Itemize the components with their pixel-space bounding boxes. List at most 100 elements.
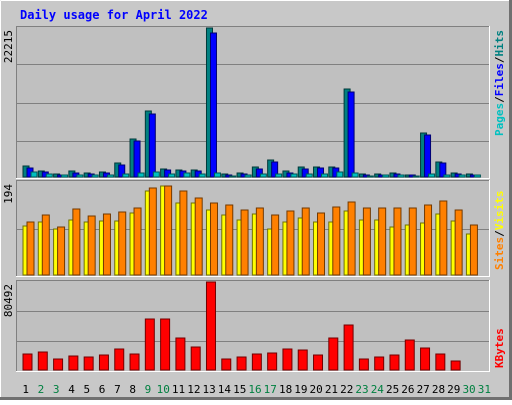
- day-label-9: 9: [145, 383, 152, 396]
- bar-sites-day-30: [469, 224, 478, 276]
- panel-bottom: 80492 KBytes: [2, 280, 506, 372]
- plot-area-top: [16, 26, 490, 179]
- bar-pages-day-3: [61, 174, 69, 178]
- day-label-27: 27: [417, 383, 430, 396]
- bar-pages-day-24: [382, 174, 390, 178]
- day-label-18: 18: [279, 383, 292, 396]
- max-value-label-bottom: 80492: [2, 284, 15, 317]
- chart-panels: 22215Pages/Files/Hits194Sites/Visits8049…: [2, 26, 506, 372]
- day-label-12: 12: [187, 383, 200, 396]
- bar-pages-day-1: [30, 171, 38, 178]
- bar-sites-day-19: [301, 207, 310, 276]
- bar-kbytes-day-20: [313, 354, 324, 371]
- bar-kbytes-day-12: [190, 346, 201, 371]
- bar-files-day-27: [424, 134, 432, 178]
- bar-kbytes-day-23: [358, 358, 369, 371]
- bar-kbytes-day-22: [343, 324, 354, 371]
- bar-pages-day-15: [244, 174, 252, 178]
- legend-entry: Visits: [493, 191, 506, 231]
- day-label-25: 25: [386, 383, 399, 396]
- legend-entry: /: [493, 96, 506, 103]
- day-label-2: 2: [38, 383, 45, 396]
- legend-entry: /: [493, 56, 506, 63]
- day-label-20: 20: [310, 383, 323, 396]
- bar-sites-day-6: [102, 213, 111, 276]
- bar-sites-day-28: [439, 200, 448, 276]
- bar-pages-day-8: [137, 172, 145, 178]
- day-label-31: 31: [478, 383, 491, 396]
- bar-pages-day-10: [168, 173, 176, 178]
- day-label-28: 28: [432, 383, 445, 396]
- bar-pages-day-18: [290, 173, 298, 178]
- bar-kbytes-day-1: [22, 353, 33, 371]
- bar-pages-day-16: [259, 173, 267, 178]
- bar-kbytes-day-9: [144, 318, 155, 371]
- bar-kbytes-day-6: [98, 354, 109, 371]
- legend-entry: KBytes: [493, 328, 506, 368]
- day-label-15: 15: [233, 383, 246, 396]
- panel-middle: 194 Sites/Visits: [2, 180, 506, 277]
- bar-kbytes-day-18: [282, 348, 293, 371]
- bar-files-day-7: [118, 164, 126, 178]
- bar-sites-day-17: [271, 214, 280, 276]
- bar-sites-day-24: [378, 207, 387, 276]
- bar-kbytes-day-28: [435, 353, 446, 371]
- bar-kbytes-day-3: [53, 358, 64, 371]
- bar-sites-day-10: [164, 185, 173, 276]
- bar-sites-day-27: [424, 204, 433, 276]
- bar-pages-day-9: [152, 171, 160, 178]
- bar-pages-day-20: [321, 173, 329, 178]
- day-label-8: 8: [129, 383, 136, 396]
- bar-kbytes-day-24: [374, 356, 385, 371]
- bar-pages-day-5: [91, 174, 99, 178]
- legend-entry: Pages: [493, 103, 506, 136]
- bar-sites-day-20: [317, 212, 326, 276]
- bar-files-day-8: [133, 140, 141, 178]
- bar-sites-day-11: [179, 190, 188, 276]
- day-label-5: 5: [83, 383, 90, 396]
- day-label-16: 16: [248, 383, 261, 396]
- bar-sites-day-26: [408, 207, 417, 276]
- bar-pages-day-12: [198, 173, 206, 178]
- bar-kbytes-day-21: [328, 337, 339, 371]
- bar-sites-day-4: [72, 208, 81, 276]
- bar-sites-day-3: [57, 226, 66, 276]
- max-value-label-top: 22215: [2, 30, 15, 63]
- day-label-3: 3: [53, 383, 60, 396]
- bar-pages-day-4: [76, 174, 84, 178]
- bar-kbytes-day-26: [404, 339, 415, 371]
- bar-sites-day-5: [87, 215, 96, 276]
- bar-pages-day-29: [458, 174, 466, 178]
- legend-entry: /: [493, 230, 506, 237]
- bar-kbytes-day-15: [236, 356, 247, 371]
- bar-kbytes-day-10: [160, 318, 171, 371]
- bar-pages-day-30: [473, 174, 481, 178]
- day-label-21: 21: [325, 383, 338, 396]
- day-label-23: 23: [355, 383, 368, 396]
- bar-files-day-28: [439, 162, 447, 178]
- bar-kbytes-day-7: [114, 348, 125, 371]
- bar-pages-day-27: [428, 173, 436, 178]
- bar-kbytes-day-25: [389, 354, 400, 371]
- bar-files-day-19: [301, 168, 309, 178]
- bar-sites-day-8: [133, 207, 142, 276]
- bar-sites-day-7: [118, 211, 127, 276]
- bar-files-day-9: [148, 113, 156, 178]
- bar-kbytes-day-19: [297, 349, 308, 371]
- legend-bottom: KBytes: [493, 328, 506, 368]
- bar-pages-day-28: [443, 174, 451, 178]
- bar-sites-day-13: [209, 202, 218, 276]
- day-label-6: 6: [99, 383, 106, 396]
- bar-pages-day-25: [397, 174, 405, 178]
- bar-pages-day-21: [336, 171, 344, 178]
- day-label-14: 14: [218, 383, 232, 396]
- legend-entry: Files: [493, 63, 506, 96]
- bar-files-day-17: [271, 161, 279, 178]
- bar-sites-day-22: [347, 201, 356, 276]
- chart-title: Daily usage for April 2022: [20, 8, 208, 22]
- day-label-30: 30: [462, 383, 475, 396]
- day-label-17: 17: [264, 383, 277, 396]
- bar-sites-day-1: [26, 221, 35, 276]
- bar-sites-day-23: [362, 207, 371, 276]
